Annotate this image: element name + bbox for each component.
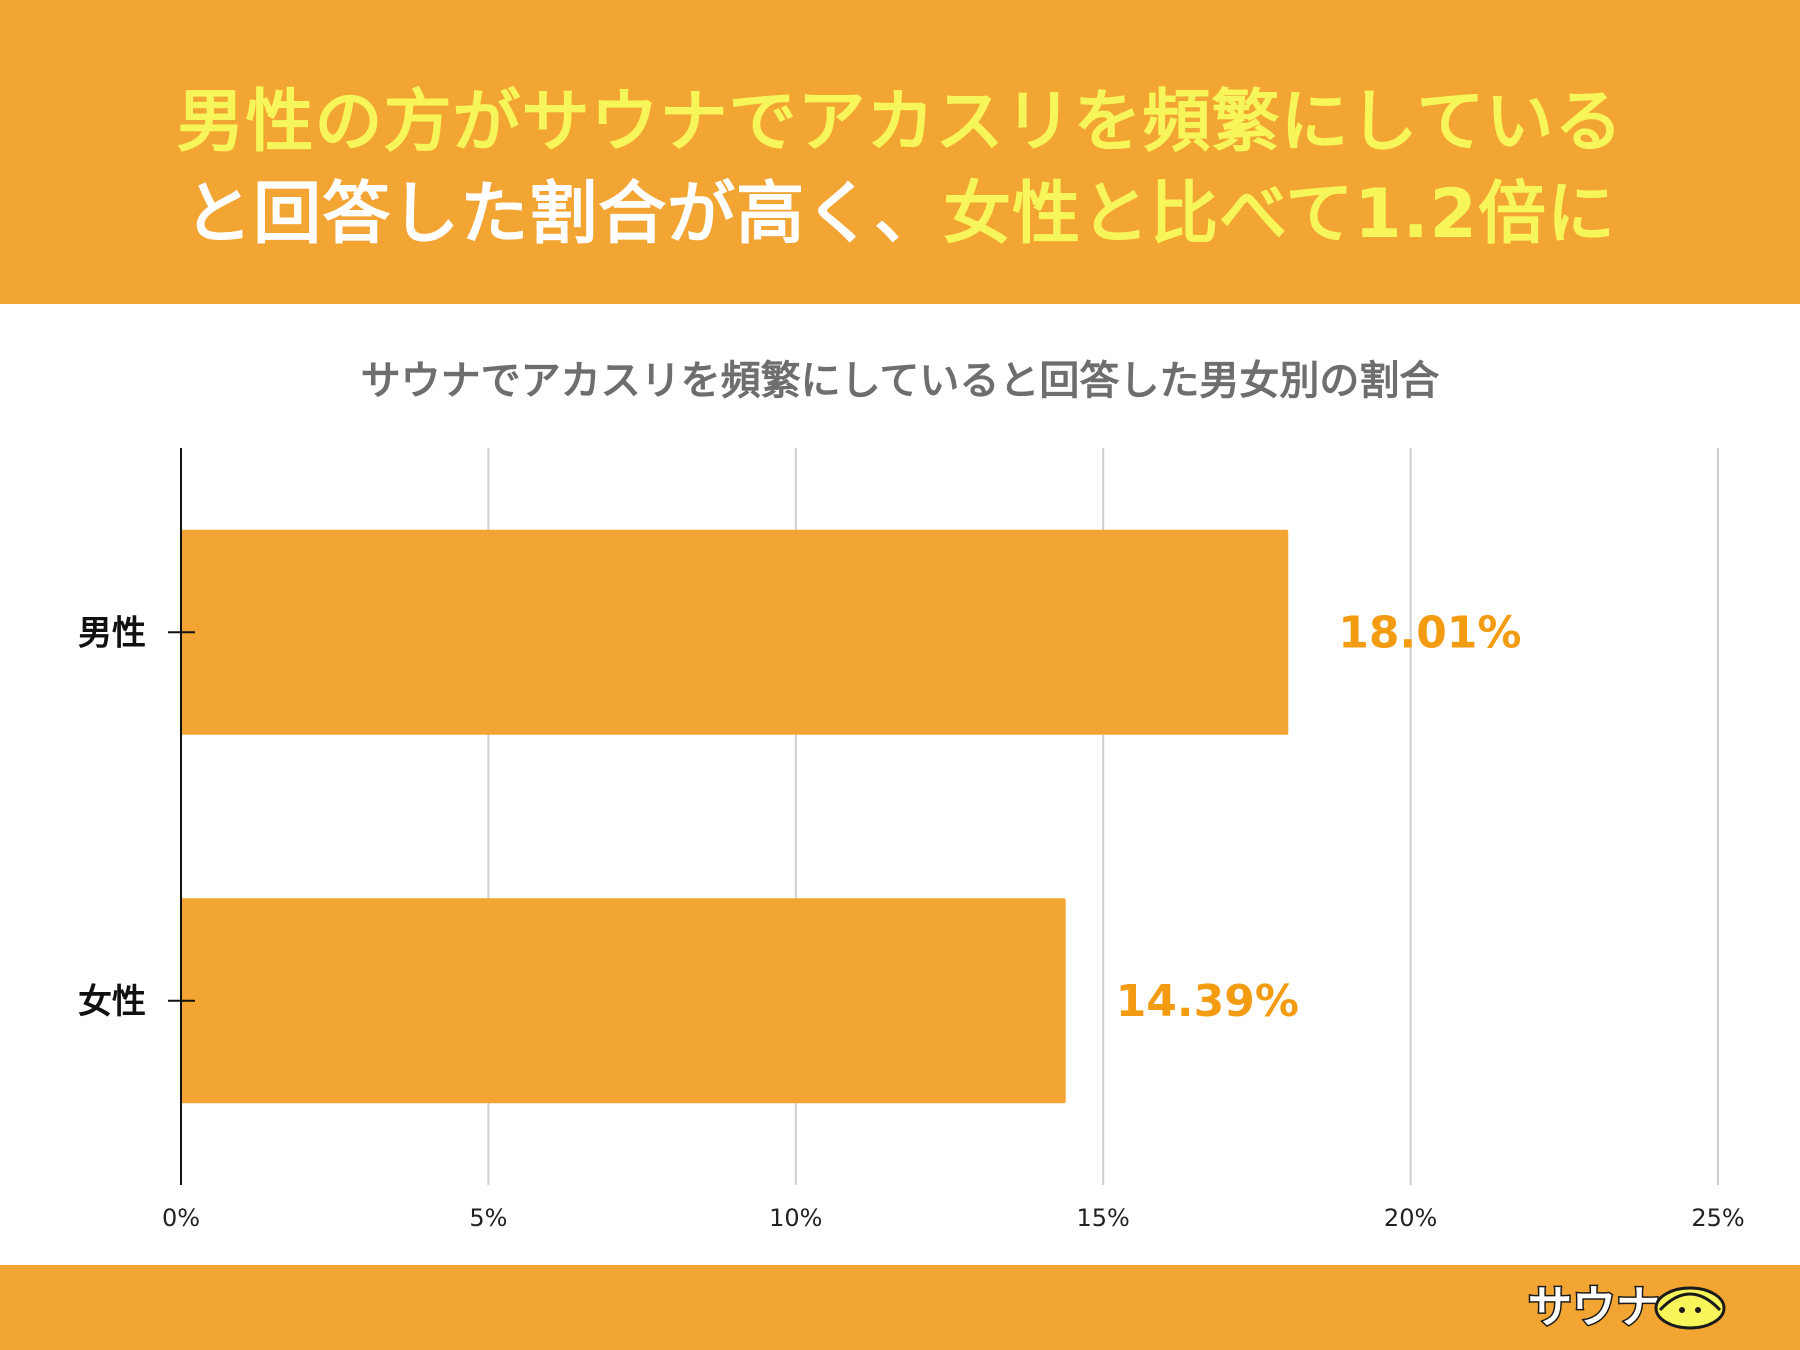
sauna-hat-icon: [1654, 1286, 1726, 1330]
data-label: 18.01%: [1338, 607, 1521, 658]
footer-banner: [0, 1265, 1800, 1350]
sauna-logo: サウナ: [1527, 1281, 1726, 1335]
headline-banner: 男性の方がサウナでアカスリを頻繁にしている と回答した割合が高く、女性と比べて1…: [0, 0, 1800, 304]
x-tick-label: 10%: [769, 1204, 822, 1232]
logo-text: サウナ: [1528, 1282, 1660, 1333]
headline-line-2-white: と回答した割合が高く、: [184, 175, 944, 254]
headline-line-1: 男性の方がサウナでアカスリを頻繁にしている: [0, 66, 1800, 165]
bar-chart: 0% 5% 10% 15% 20% 25% 男性 18.01% 女性 14.39%: [78, 448, 1745, 1232]
headline-line-2: と回答した割合が高く、女性と比べて1.2倍に: [0, 158, 1800, 257]
x-tick-label: 0%: [162, 1204, 200, 1232]
x-tick-label: 25%: [1691, 1204, 1744, 1232]
x-tick-label: 5%: [469, 1204, 507, 1232]
headline-line-2-yellow: 女性と比べて1.2倍に: [943, 175, 1616, 254]
headline-line-1-text: 男性の方がサウナでアカスリを頻繁にしている: [176, 83, 1624, 162]
category-label: 男性: [78, 613, 146, 653]
category-label: 女性: [78, 982, 146, 1022]
data-label: 14.39%: [1116, 976, 1299, 1027]
x-tick-label: 15%: [1077, 1204, 1130, 1232]
x-tick-label: 20%: [1384, 1204, 1437, 1232]
bar: [181, 529, 1289, 735]
chart-title: サウナでアカスリを頻繁にしていると回答した男女別の割合: [360, 358, 1440, 404]
bar: [181, 898, 1066, 1104]
